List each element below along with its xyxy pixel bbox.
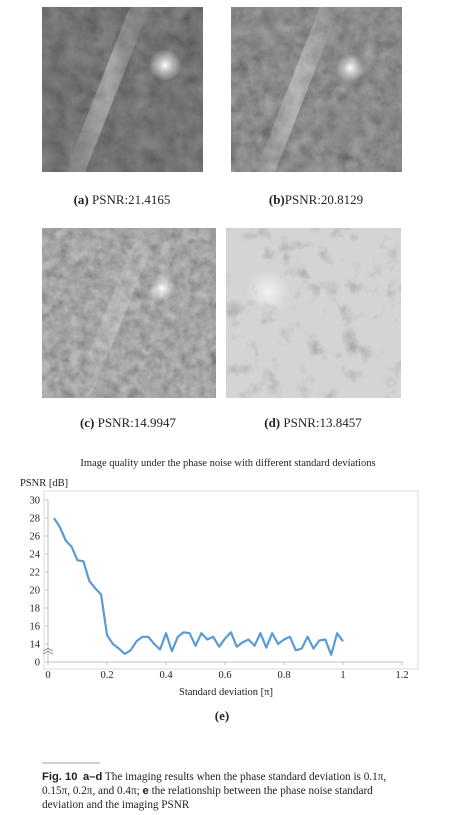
image-band (70, 228, 160, 398)
panel-label: (c) (80, 415, 94, 430)
image-noise (226, 228, 401, 398)
panel-caption: (d) PSNR:13.8457 (264, 415, 362, 430)
data-line (52, 517, 344, 656)
image-a (42, 7, 203, 172)
y-tick-label: 0 (35, 658, 40, 669)
image-d (226, 228, 401, 398)
x-axis-label: Standard deviation [π] (179, 687, 273, 698)
y-tick-label: 30 (30, 496, 41, 507)
image-band (65, 7, 150, 172)
y-tick-label: 24 (30, 550, 41, 561)
x-tick-label: 1 (340, 670, 345, 681)
panel-text: PSNR:14.9947 (94, 415, 176, 430)
panel-caption: (c) PSNR:14.9947 (80, 415, 177, 430)
figure: (a) PSNR:21.4165 (b)PSNR:20.8129 (c) PSN… (20, 7, 419, 764)
image-spot (149, 275, 175, 301)
x-tick-label: 0.6 (218, 670, 231, 681)
panel-label: (d) (264, 415, 280, 430)
image-band (255, 7, 340, 172)
panel-text: PSNR:21.4165 (89, 192, 171, 207)
panel-text: PSNR:13.8457 (280, 415, 362, 430)
caption-bold: a–d (83, 771, 103, 783)
y-tick-label: 28 (30, 514, 41, 525)
panel-text: PSNR:20.8129 (285, 192, 363, 207)
panel-label: (b) (269, 192, 285, 207)
panel-caption: (a) PSNR:21.4165 (74, 192, 171, 207)
image-b (231, 7, 402, 172)
axis-break (42, 647, 54, 655)
x-tick-label: 0.4 (159, 670, 173, 681)
image-c (42, 228, 216, 398)
chart-frame (43, 490, 419, 670)
caption-text: the relationship between the phase noise… (42, 785, 373, 811)
y-tick-label: 22 (30, 568, 41, 579)
x-tick-label: 0.2 (100, 670, 113, 681)
x-tick-label: 0.8 (277, 670, 290, 681)
y-tick-label: 18 (30, 604, 41, 615)
x-tick-label: 0 (45, 670, 50, 681)
figure-label: Fig. 10 (42, 771, 78, 783)
y-tick-label: 14 (30, 640, 41, 651)
y-tick-label: 26 (30, 532, 41, 543)
y-tick-label: 16 (30, 622, 41, 633)
caption-bold: e (142, 785, 149, 797)
x-tick-label: 1.2 (395, 670, 408, 681)
caption-text: The imaging results when the phase stand… (42, 771, 387, 797)
image-spot (336, 54, 364, 82)
y-axis-label: PSNR [dB] (20, 478, 68, 489)
panel-label: (a) (74, 192, 89, 207)
y-tick-label: 20 (30, 586, 41, 597)
panel-caption: (b)PSNR:20.8129 (269, 192, 363, 207)
panel-label: (e) (215, 708, 229, 723)
chart-title: Image quality under the phase noise with… (80, 458, 375, 469)
image-spot (149, 49, 181, 81)
image-spot (246, 270, 290, 314)
figure-caption: Fig. 10 a–d The imaging results when the… (42, 770, 412, 812)
image-noise (42, 228, 216, 398)
